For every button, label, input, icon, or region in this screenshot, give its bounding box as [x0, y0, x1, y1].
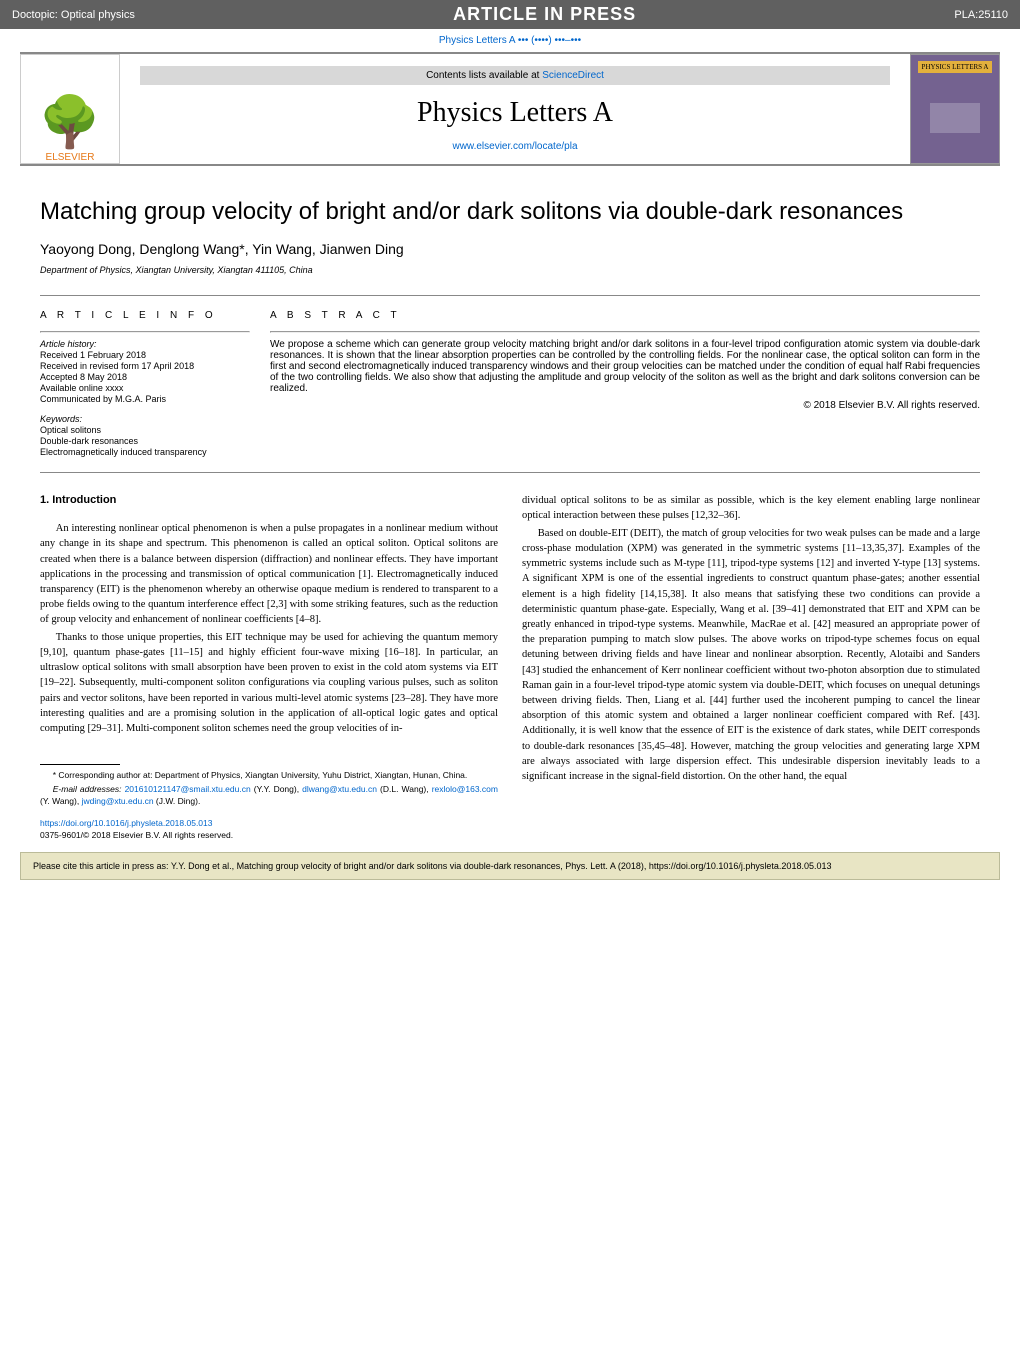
body-paragraph: An interesting nonlinear optical phenome…: [40, 521, 498, 628]
article-info-label: A R T I C L E I N F O: [40, 310, 250, 321]
sciencedirect-link[interactable]: ScienceDirect: [542, 70, 604, 81]
author-email-link[interactable]: jwding@xtu.edu.cn: [82, 796, 154, 806]
email-addresses-line: E-mail addresses: 201610121147@smail.xtu…: [40, 783, 498, 808]
abstract-column: A B S T R A C T We propose a scheme whic…: [270, 310, 980, 458]
contents-line: Contents lists available at ScienceDirec…: [140, 66, 890, 85]
doi-link[interactable]: https://doi.org/10.1016/j.physleta.2018.…: [40, 818, 213, 828]
elsevier-logo[interactable]: 🌳 ELSEVIER: [20, 54, 120, 164]
info-abstract-row: A R T I C L E I N F O Article history: R…: [40, 296, 980, 472]
journal-name: Physics Letters A: [120, 97, 910, 129]
elsevier-tree-icon: 🌳: [39, 93, 101, 152]
communicated-by: Communicated by M.G.A. Paris: [40, 394, 250, 404]
body-paragraph: Based on double-EIT (DEIT), the match of…: [522, 526, 980, 785]
keyword: Double-dark resonances: [40, 436, 250, 446]
accepted-date: Accepted 8 May 2018: [40, 372, 250, 382]
journal-cover-thumbnail[interactable]: PHYSICS LETTERS A: [910, 54, 1000, 164]
article-title: Matching group velocity of bright and/or…: [40, 196, 980, 227]
cover-artwork: [930, 103, 980, 133]
masthead-center: Contents lists available at ScienceDirec…: [120, 58, 910, 160]
divider: [40, 472, 980, 473]
header-bar: Doctopic: Optical physics ARTICLE IN PRE…: [0, 0, 1020, 29]
history-label: Article history:: [40, 339, 250, 349]
available-date: Available online xxxx: [40, 383, 250, 393]
author-email-link[interactable]: dlwang@xtu.edu.cn: [302, 784, 377, 794]
authors-line: Yaoyong Dong, Denglong Wang*, Yin Wang, …: [40, 241, 980, 257]
abstract-label: A B S T R A C T: [270, 310, 980, 321]
author-email-link[interactable]: rexlolo@163.com: [432, 784, 498, 794]
cover-label: PHYSICS LETTERS A: [918, 61, 993, 73]
footnote-separator: [40, 764, 120, 765]
journal-reference: Physics Letters A ••• (••••) •••–•••: [0, 29, 1020, 52]
keyword: Electromagnetically induced transparency: [40, 447, 250, 457]
abstract-text: We propose a scheme which can generate g…: [270, 339, 980, 394]
email-owner: (Y. Wang),: [40, 796, 79, 806]
body-paragraph: dividual optical solitons to be as simil…: [522, 493, 980, 523]
keywords-label: Keywords:: [40, 414, 250, 424]
affiliation: Department of Physics, Xiangtan Universi…: [40, 265, 980, 275]
contents-prefix: Contents lists available at: [426, 70, 542, 81]
email-owner: (D.L. Wang),: [380, 784, 429, 794]
divider: [40, 331, 250, 333]
article-info-column: A R T I C L E I N F O Article history: R…: [40, 310, 270, 458]
body-columns: 1. Introduction An interesting nonlinear…: [40, 493, 980, 842]
right-column: dividual optical solitons to be as simil…: [522, 493, 980, 842]
journal-ref-link[interactable]: Physics Letters A ••• (••••) •••–•••: [439, 35, 581, 46]
email-label: E-mail addresses:: [53, 784, 122, 794]
section-heading: 1. Introduction: [40, 493, 498, 509]
footnotes-block: * Corresponding author at: Department of…: [40, 764, 498, 807]
left-column: 1. Introduction An interesting nonlinear…: [40, 493, 498, 842]
email-owner: (J.W. Ding).: [156, 796, 200, 806]
revised-date: Received in revised form 17 April 2018: [40, 361, 250, 371]
doi-block: https://doi.org/10.1016/j.physleta.2018.…: [40, 817, 498, 842]
masthead: 🌳 ELSEVIER Contents lists available at S…: [20, 52, 1000, 166]
author-email-link[interactable]: 201610121147@smail.xtu.edu.cn: [125, 784, 251, 794]
elsevier-text: ELSEVIER: [46, 152, 95, 163]
abstract-copyright: © 2018 Elsevier B.V. All rights reserved…: [270, 400, 980, 411]
corresponding-author-note: * Corresponding author at: Department of…: [40, 769, 498, 781]
divider: [270, 331, 980, 333]
keyword: Optical solitons: [40, 425, 250, 435]
issn-copyright: 0375-9601/© 2018 Elsevier B.V. All right…: [40, 830, 233, 840]
email-owner: (Y.Y. Dong),: [254, 784, 299, 794]
journal-homepage-link[interactable]: www.elsevier.com/locate/pla: [452, 141, 577, 152]
citation-box: Please cite this article in press as: Y.…: [20, 852, 1000, 880]
article-in-press-label: ARTICLE IN PRESS: [453, 4, 636, 25]
received-date: Received 1 February 2018: [40, 350, 250, 360]
pla-code: PLA:25110: [954, 9, 1008, 21]
doctopic-label: Doctopic: Optical physics: [12, 9, 135, 21]
body-paragraph: Thanks to those unique properties, this …: [40, 630, 498, 737]
